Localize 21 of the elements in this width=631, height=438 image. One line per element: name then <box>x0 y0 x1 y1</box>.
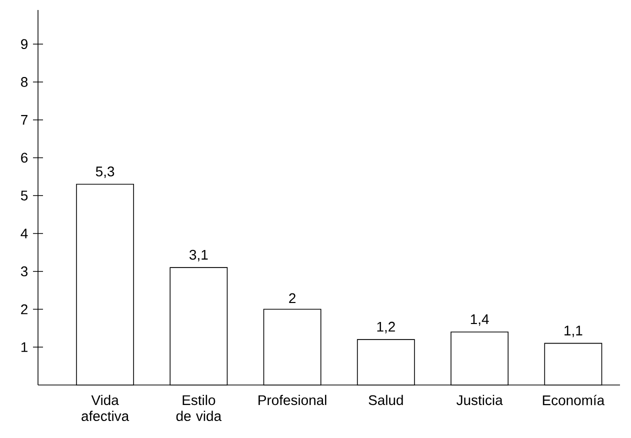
data-label: 5,3 <box>96 166 114 178</box>
data-label: 2 <box>289 293 296 304</box>
data-label: 1,4 <box>470 314 489 326</box>
x-tick-label: Estilo de vida <box>176 394 222 422</box>
data-label: 1,2 <box>377 322 395 334</box>
y-tick-label: 4 <box>20 228 28 238</box>
y-tick-label: 1 <box>21 342 28 352</box>
y-tick-label: 7 <box>21 115 28 125</box>
y-tick-label: 6 <box>21 152 28 163</box>
y-tick-label: 9 <box>21 39 28 50</box>
data-label: 1,1 <box>564 326 582 338</box>
y-tick-label: 5 <box>20 190 28 200</box>
x-tick-label: Justicia <box>456 394 503 406</box>
x-tick-label: Salud <box>368 394 403 406</box>
x-tick-label: Profesional <box>258 394 326 406</box>
x-tick-label: Economía <box>542 394 605 406</box>
data-label: 3,1 <box>190 250 208 262</box>
y-tick-label: 3 <box>20 266 28 276</box>
y-tick-label: 2 <box>21 304 28 314</box>
y-tick-label: 8 <box>21 77 28 87</box>
x-tick-label: Vida afectiva <box>82 394 130 422</box>
